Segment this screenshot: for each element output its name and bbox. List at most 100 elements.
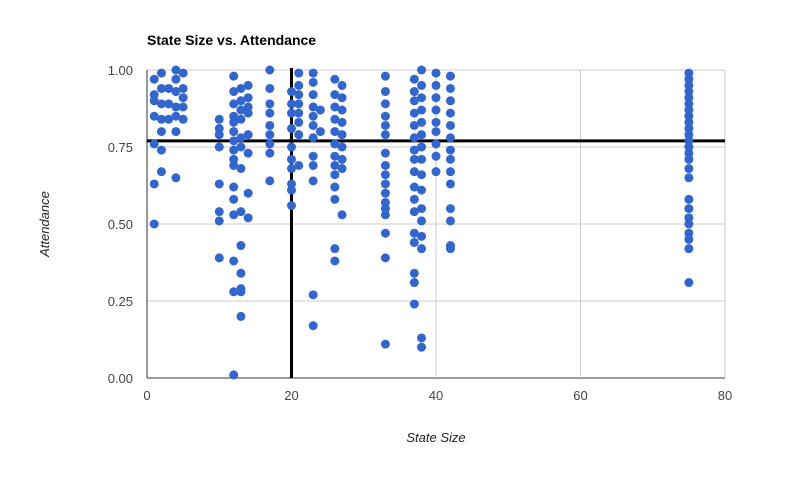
data-point — [445, 133, 455, 143]
data-point — [265, 83, 275, 93]
data-point — [337, 164, 347, 174]
data-point — [229, 117, 239, 127]
data-point — [315, 105, 325, 115]
data-point — [337, 154, 347, 164]
data-point — [684, 80, 694, 90]
data-point — [178, 68, 188, 78]
data-point — [294, 108, 304, 118]
data-point — [214, 253, 224, 263]
data-point — [265, 108, 275, 118]
data-point — [431, 151, 441, 161]
data-point — [178, 114, 188, 124]
data-point — [409, 154, 419, 164]
data-point — [445, 145, 455, 155]
data-point — [229, 210, 239, 220]
data-point — [330, 127, 340, 137]
data-point — [380, 197, 390, 207]
data-point — [409, 108, 419, 118]
data-point — [178, 83, 188, 93]
data-point — [156, 68, 166, 78]
data-point — [308, 176, 318, 186]
data-point — [409, 278, 419, 288]
data-point — [380, 71, 390, 81]
data-point — [380, 228, 390, 238]
data-point — [236, 207, 246, 217]
data-point — [417, 142, 427, 152]
data-point — [229, 370, 239, 380]
data-point — [445, 83, 455, 93]
data-point — [684, 117, 694, 127]
data-point — [445, 96, 455, 106]
data-point — [431, 127, 441, 137]
data-point — [308, 290, 318, 300]
data-point — [380, 148, 390, 158]
data-point — [330, 74, 340, 84]
data-point — [229, 87, 239, 97]
data-point — [431, 93, 441, 103]
data-point — [243, 130, 253, 140]
data-point — [431, 105, 441, 115]
data-point — [380, 170, 390, 180]
data-point — [149, 179, 159, 189]
data-point — [287, 179, 296, 189]
data-point — [149, 90, 159, 100]
y-tick-label: 0.00 — [108, 371, 133, 386]
data-point — [684, 213, 694, 223]
data-point — [287, 99, 296, 109]
x-tick-label: 0 — [143, 388, 150, 403]
data-point — [445, 120, 455, 130]
data-point — [409, 87, 419, 97]
data-point — [409, 237, 419, 247]
data-point — [380, 339, 390, 349]
y-tick-label: 1.00 — [108, 63, 133, 78]
data-point — [380, 188, 390, 198]
x-axis-title: State Size — [406, 430, 465, 445]
data-point — [287, 164, 296, 174]
x-tick-label: 60 — [573, 388, 587, 403]
data-point — [149, 139, 159, 149]
data-point — [164, 99, 174, 109]
data-point — [417, 204, 427, 214]
data-point — [445, 154, 455, 164]
data-point — [214, 142, 224, 152]
data-point — [417, 342, 427, 352]
data-point — [684, 204, 694, 214]
x-tick-label: 20 — [284, 388, 298, 403]
data-point — [684, 136, 694, 146]
data-point — [445, 108, 455, 118]
data-point — [445, 71, 455, 81]
data-point — [337, 105, 347, 115]
data-point — [164, 114, 174, 124]
data-point — [236, 96, 246, 106]
data-point — [229, 182, 239, 192]
data-point — [684, 74, 694, 84]
data-point — [265, 65, 275, 75]
data-point — [417, 170, 427, 180]
data-point — [243, 108, 253, 118]
data-point — [171, 102, 181, 112]
data-point — [149, 219, 159, 229]
data-point — [229, 99, 239, 109]
data-point — [684, 234, 694, 244]
data-point — [214, 216, 224, 226]
data-point — [236, 268, 246, 278]
data-point — [330, 256, 340, 266]
data-point — [417, 93, 427, 103]
data-point — [409, 268, 419, 278]
data-point — [287, 87, 296, 97]
data-point — [287, 201, 296, 211]
data-point — [337, 142, 347, 152]
data-point — [229, 160, 239, 170]
data-point — [149, 74, 159, 84]
data-point — [236, 311, 246, 321]
data-point — [337, 130, 347, 140]
data-point — [236, 105, 246, 115]
data-point — [308, 90, 318, 100]
data-point — [243, 148, 253, 158]
data-point — [229, 287, 239, 297]
data-point — [265, 176, 275, 186]
data-point — [308, 77, 318, 87]
data-point — [417, 130, 427, 140]
data-point — [265, 139, 275, 149]
data-point — [164, 83, 174, 93]
